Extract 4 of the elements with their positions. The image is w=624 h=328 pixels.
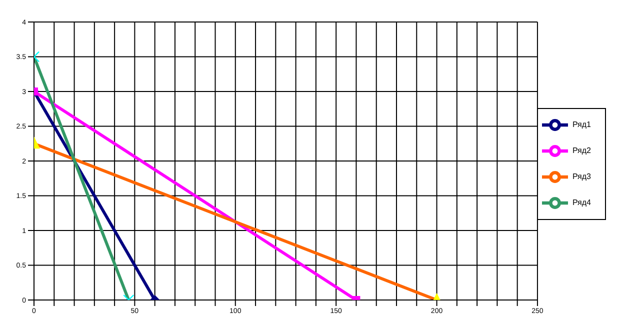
- legend-label: Ряд3: [572, 172, 591, 182]
- legend-label: Ряд1: [572, 120, 591, 130]
- legend-label: Ряд4: [572, 198, 591, 208]
- legend-label: Ряд2: [572, 146, 591, 156]
